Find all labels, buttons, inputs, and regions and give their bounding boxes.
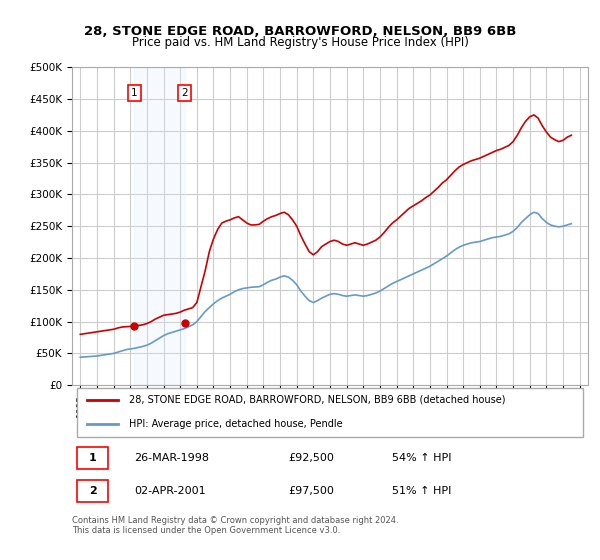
Text: 2: 2 [89, 486, 97, 496]
Text: 02-APR-2001: 02-APR-2001 [134, 486, 206, 496]
Text: 26-MAR-1998: 26-MAR-1998 [134, 453, 209, 463]
Text: 51% ↑ HPI: 51% ↑ HPI [392, 486, 451, 496]
Text: 54% ↑ HPI: 54% ↑ HPI [392, 453, 451, 463]
Text: 1: 1 [89, 453, 97, 463]
FancyBboxPatch shape [77, 388, 583, 437]
Text: HPI: Average price, detached house, Pendle: HPI: Average price, detached house, Pend… [129, 419, 343, 430]
Text: £97,500: £97,500 [289, 486, 335, 496]
Text: 1: 1 [131, 88, 137, 97]
Text: 2: 2 [181, 88, 188, 97]
FancyBboxPatch shape [77, 447, 108, 469]
Text: 28, STONE EDGE ROAD, BARROWFORD, NELSON, BB9 6BB: 28, STONE EDGE ROAD, BARROWFORD, NELSON,… [84, 25, 516, 38]
Text: 28, STONE EDGE ROAD, BARROWFORD, NELSON, BB9 6BB (detached house): 28, STONE EDGE ROAD, BARROWFORD, NELSON,… [129, 395, 505, 405]
FancyBboxPatch shape [77, 480, 108, 502]
Text: £92,500: £92,500 [289, 453, 335, 463]
Text: Price paid vs. HM Land Registry's House Price Index (HPI): Price paid vs. HM Land Registry's House … [131, 36, 469, 49]
Text: Contains HM Land Registry data © Crown copyright and database right 2024.
This d: Contains HM Land Registry data © Crown c… [72, 516, 398, 535]
Bar [134, 67, 185, 385]
